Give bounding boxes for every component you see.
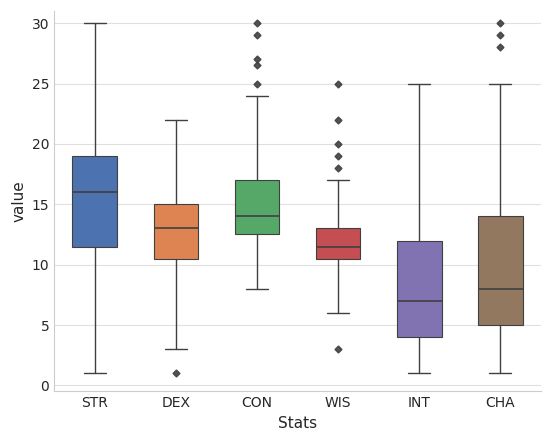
PathPatch shape xyxy=(235,180,279,235)
PathPatch shape xyxy=(397,240,442,337)
PathPatch shape xyxy=(478,217,523,325)
PathPatch shape xyxy=(153,204,198,259)
PathPatch shape xyxy=(72,156,117,247)
PathPatch shape xyxy=(316,229,360,259)
X-axis label: Stats: Stats xyxy=(278,416,317,431)
Y-axis label: value: value xyxy=(11,180,26,222)
